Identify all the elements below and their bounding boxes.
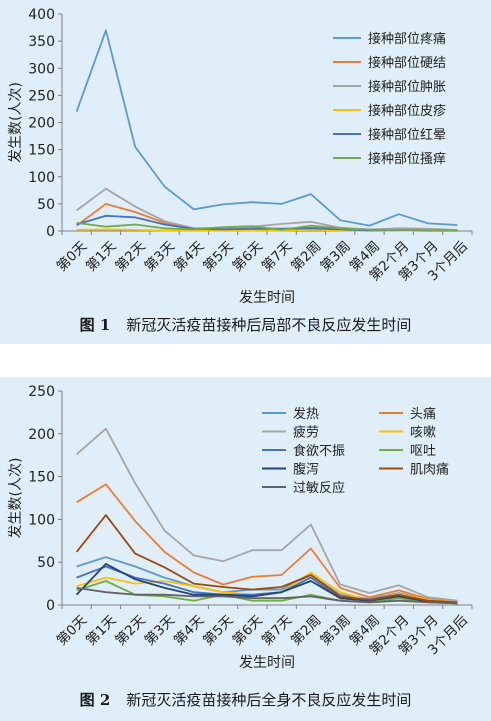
x-tick-label: 第0天 [53,237,91,275]
y-tick-label: 150 [28,470,55,486]
legend-label-4: 咳嗽 [410,426,436,441]
figure-1-panel: 0 50 100 150 200 250 300 350 400 第0天 第1天 第2天 第3天 第4天第… [0,0,491,344]
legend-label-9: 过敏反应 [293,480,345,496]
figure-1-chart: 050100150200250300350400第0天第1天第2天第3天第4天第… [8,7,473,306]
legend-label-3: 疲劳 [293,425,319,441]
y-tick-label: 150 [28,143,55,159]
x-tick-label: 第3周 [317,612,354,649]
legend-label-4: 接种部位皮疹 [368,103,446,119]
y-tick-label: 300 [28,61,55,77]
y-tick-label: 100 [28,170,55,186]
legend-label-6: 接种部位搔痒 [368,151,446,167]
x-tick-label: 第0天 [53,611,91,649]
x-tick-label: 第1天 [82,611,120,649]
series-line-3 [76,427,458,602]
legend-label-1: 发热 [293,406,319,422]
x-tick-label: 第2天 [112,611,150,649]
figure-2-chart: 0 50 100 150 200 250 第0天第1天第2天第3天第4天第5天第6天第7天第… [8,384,473,671]
legend-label-3: 接种部位肿胀 [368,79,446,95]
x-tick-label: 第5天 [199,611,237,649]
series-line-1 [75,29,458,227]
x-axis-title: 发生时间 [239,655,295,671]
series-line-3 [76,187,458,231]
x-tick-label: 第7天 [258,237,296,275]
legend-label-6: 呕吐 [410,444,436,459]
y-axis-title: 发生数(人次) [8,82,24,163]
x-tick-label: 第2周 [287,612,324,649]
y-tick-label: 0 [46,598,55,614]
y-tick-label: 250 [28,384,55,400]
figure-2-panel: 0 50 100 150 200 250 第0天 第1天 第2天 第3天 第4天 第5天 第6天 第7天第… [0,377,491,721]
x-tick-label: 第3天 [141,237,179,275]
figure-separator [0,344,491,377]
x-tick-label: 第2周 [287,238,324,275]
x-tick-label: 第5天 [199,237,237,275]
x-tick-label: 第1天 [82,237,120,275]
figure-1-caption: 图 1 新冠灭活疫苗接种后局部不良反应发生时间 [0,314,491,335]
x-tick-label: 第6天 [229,237,267,275]
x-tick-label: 第4天 [170,611,208,649]
legend-label-5: 食欲不振 [293,443,345,459]
y-tick-label: 50 [37,555,55,571]
y-tick-label: 50 [37,197,55,213]
series-line-1 [76,556,458,603]
y-tick-label: 200 [28,427,55,443]
legend-label-8: 肌肉痛 [410,462,449,478]
y-tick-label: 200 [28,116,55,132]
figure-2-caption: 图 2 新冠灭活疫苗接种后全身不良反应发生时间 [0,689,491,710]
y-tick-label: 250 [28,88,55,104]
series-line-2 [76,483,458,603]
series-line-6 [76,222,458,232]
y-tick-label: 100 [28,512,55,528]
legend-label-5: 接种部位红晕 [368,127,446,143]
x-tick-label: 第2天 [112,237,150,275]
series-line-7 [75,562,458,605]
x-axis-title: 发生时间 [239,290,295,306]
figure-2-caption-text: 新冠灭活疫苗接种后全身不良反应发生时间 [126,691,412,709]
x-tick-label: 第7天 [258,611,296,649]
series-line-8 [75,514,458,604]
figure-1-caption-text: 新冠灭活疫苗接种后局部不良反应发生时间 [126,316,412,334]
legend-label-2: 头痛 [410,406,436,422]
y-axis-title: 发生数(人次) [8,458,24,539]
series-line-9 [76,587,458,605]
x-tick-label: 第6天 [229,611,267,649]
y-tick-label: 400 [28,7,55,23]
y-tick-label: 350 [28,34,55,50]
x-tick-label: 第4天 [170,237,208,275]
legend-label-1: 接种部位疼痛 [368,31,446,47]
y-tick-label: 0 [46,224,55,240]
x-tick-label: 第3周 [317,238,354,275]
legend-label-2: 接种部位硬结 [368,55,446,71]
figure-2-label: 图 2 [79,691,111,709]
figure-1-label: 图 1 [79,316,111,334]
legend-label-7: 腹泻 [293,462,319,478]
x-tick-label: 第3天 [141,611,179,649]
